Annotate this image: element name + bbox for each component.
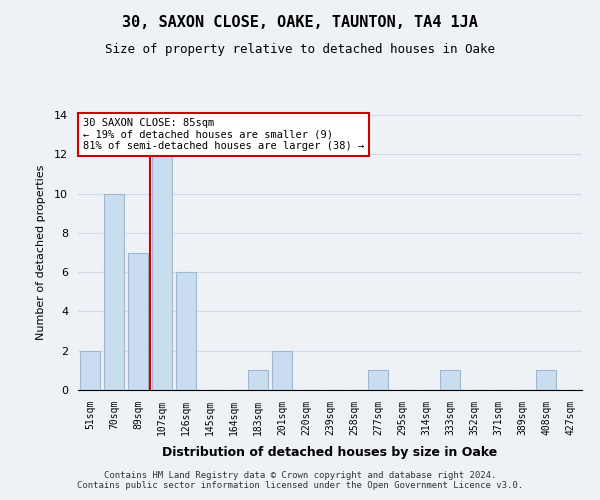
Bar xyxy=(440,370,460,390)
Text: 30 SAXON CLOSE: 85sqm
← 19% of detached houses are smaller (9)
81% of semi-detac: 30 SAXON CLOSE: 85sqm ← 19% of detached … xyxy=(83,118,364,151)
Bar xyxy=(104,194,124,390)
Bar xyxy=(536,370,556,390)
Text: Size of property relative to detached houses in Oake: Size of property relative to detached ho… xyxy=(105,42,495,56)
Bar xyxy=(272,350,292,390)
Bar xyxy=(128,252,148,390)
Bar xyxy=(152,154,172,390)
Text: Contains HM Land Registry data © Crown copyright and database right 2024.
Contai: Contains HM Land Registry data © Crown c… xyxy=(77,470,523,490)
Bar xyxy=(248,370,268,390)
Y-axis label: Number of detached properties: Number of detached properties xyxy=(36,165,46,340)
Text: 30, SAXON CLOSE, OAKE, TAUNTON, TA4 1JA: 30, SAXON CLOSE, OAKE, TAUNTON, TA4 1JA xyxy=(122,15,478,30)
Bar xyxy=(80,350,100,390)
X-axis label: Distribution of detached houses by size in Oake: Distribution of detached houses by size … xyxy=(163,446,497,459)
Bar xyxy=(368,370,388,390)
Bar xyxy=(176,272,196,390)
